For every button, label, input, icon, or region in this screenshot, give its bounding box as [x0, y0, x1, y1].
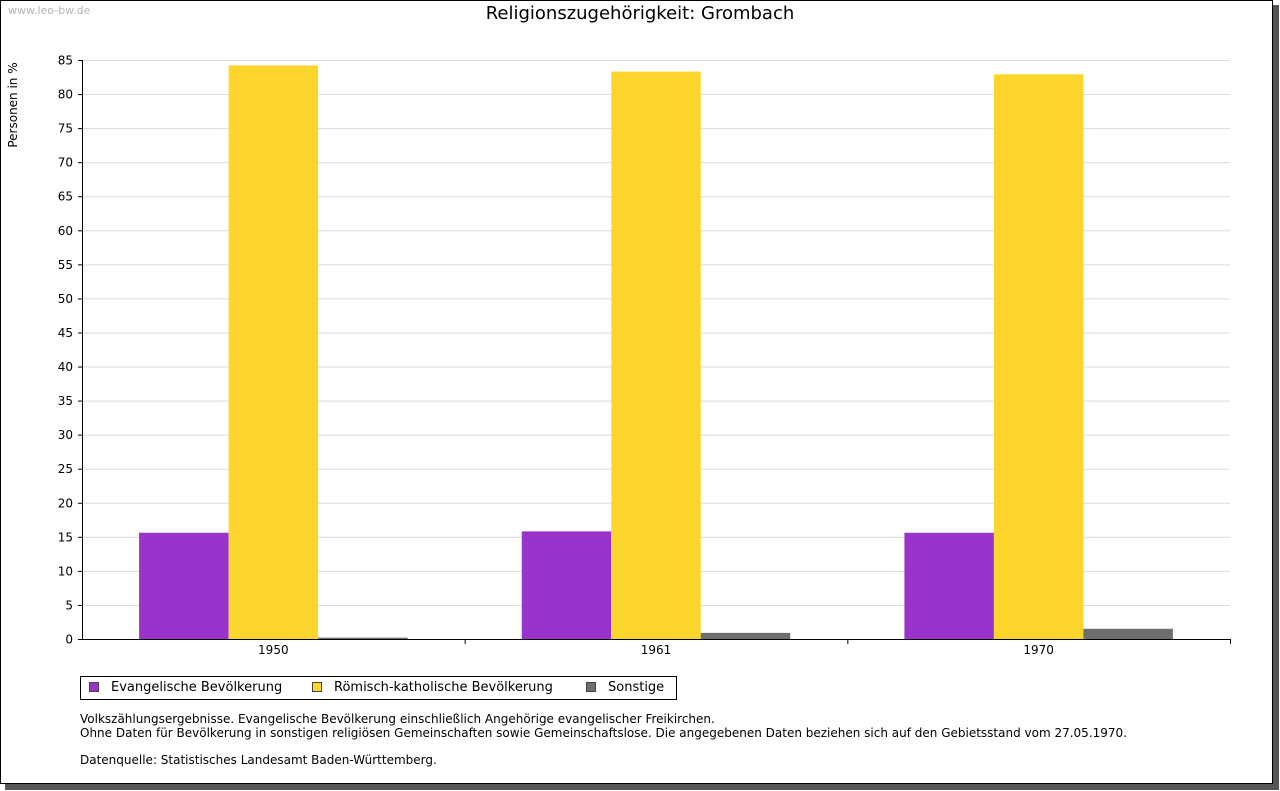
y-tick-label: 70	[58, 156, 73, 170]
legend-label: Sonstige	[608, 680, 665, 695]
y-tick-label: 85	[58, 54, 73, 68]
bar	[700, 632, 791, 639]
footnotes: Volkszählungsergebnisse. Evangelische Be…	[80, 712, 1127, 767]
y-tick-label: 45	[58, 326, 73, 340]
bar-chart: 0 5 10 15 20 25 30 35 40 45 50 55 60 65 70 75 80 85 1950 19…	[58, 54, 1231, 657]
legend-swatch	[312, 682, 322, 692]
legend: Evangelische Bevölkerung Römisch-katholi…	[80, 676, 677, 700]
bar	[611, 71, 701, 639]
y-tick-label: 65	[58, 190, 73, 204]
legend-swatch	[89, 682, 99, 692]
y-tick-label: 80	[58, 88, 73, 102]
y-tick-label: 40	[58, 360, 73, 374]
y-tick-label: 5	[65, 598, 73, 612]
y-tick-label: 75	[58, 122, 73, 136]
x-tick-label: 1970	[1023, 643, 1054, 657]
y-tick-label: 20	[58, 496, 73, 510]
bar	[993, 74, 1084, 640]
bar	[139, 532, 229, 639]
frame-shadow-bottom	[5, 784, 1279, 790]
y-tick-label: 60	[58, 224, 73, 238]
legend-swatch	[586, 682, 596, 692]
note-line: Volkszählungsergebnisse. Evangelische Be…	[80, 712, 715, 726]
legend-label: Evangelische Bevölkerung	[111, 680, 283, 695]
x-tick-label: 1950	[258, 643, 289, 657]
y-tick-label: 25	[58, 462, 73, 476]
y-tick-label: 30	[58, 428, 73, 442]
legend-label: Römisch-katholische Bevölkerung	[334, 680, 553, 695]
data-source: Datenquelle: Statistisches Landesamt Bad…	[80, 753, 437, 767]
bar	[521, 531, 612, 639]
bar	[904, 532, 994, 639]
watermark: www.leo-bw.de	[8, 4, 91, 17]
chart-title: Religionszugehörigkeit: Grombach	[485, 3, 795, 24]
y-tick-label: 50	[58, 292, 73, 306]
bar	[228, 65, 319, 640]
note-line: Ohne Daten für Bevölkerung in sonstigen …	[80, 726, 1127, 740]
bar	[318, 637, 408, 639]
y-tick-label: 0	[65, 633, 73, 647]
bar	[1083, 628, 1173, 639]
x-tick-label: 1961	[641, 643, 672, 657]
y-tick-label: 35	[58, 394, 73, 408]
y-tick-label: 10	[58, 564, 73, 578]
frame-shadow-right	[1273, 5, 1279, 790]
y-tick-label: 55	[58, 258, 73, 272]
y-tick-label: 15	[58, 530, 73, 544]
